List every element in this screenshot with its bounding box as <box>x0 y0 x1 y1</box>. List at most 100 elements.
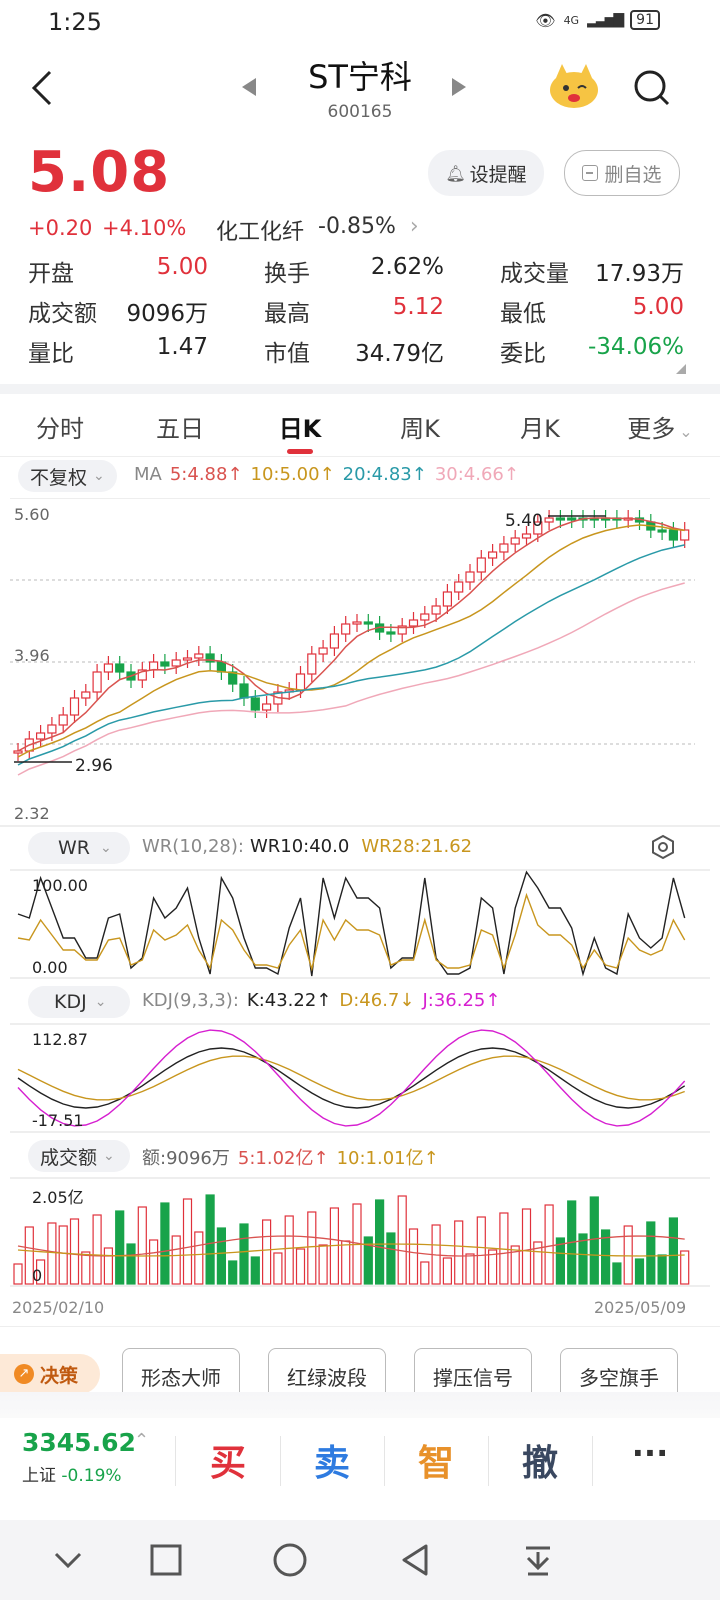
amount-bar <box>295 1248 306 1285</box>
remove-watchlist-button[interactable]: 删自选 <box>564 150 680 196</box>
amount-bar <box>35 1259 46 1285</box>
smart-button[interactable]: 智 <box>417 1443 454 1484</box>
tab-2[interactable]: 日K <box>240 402 360 456</box>
period-tabs: 分时 五日 日K 周K 月K 更多 ⌄ <box>0 402 720 456</box>
back-button[interactable] <box>28 68 58 108</box>
nav-home-button[interactable] <box>270 1540 310 1580</box>
candle-body <box>171 659 181 667</box>
candle-body <box>488 551 498 559</box>
mascot-icon[interactable] <box>548 62 600 110</box>
sell-button[interactable]: 卖 <box>313 1443 350 1484</box>
candle-body <box>465 571 475 583</box>
kdj-selector[interactable]: KDJ ⌄ <box>28 986 130 1018</box>
stat-label: 最低 <box>500 301 546 327</box>
set-alert-button[interactable]: 🔔︎ 设提醒 <box>428 150 544 196</box>
amount-bar <box>544 1204 554 1285</box>
next-stock-button[interactable] <box>450 76 468 102</box>
price-change-pct: +4.10% <box>102 216 187 240</box>
tabs-divider <box>0 456 720 457</box>
candle-body <box>408 619 419 627</box>
candle-body <box>386 631 396 635</box>
hexagon-gear-icon <box>652 834 674 860</box>
candle-body <box>250 697 260 711</box>
ma-value: 5:4.88↑ <box>169 464 243 485</box>
expand-corner-icon[interactable] <box>676 364 686 374</box>
trade-sep-2 <box>280 1436 281 1486</box>
tab-0[interactable]: 分时 <box>0 402 120 456</box>
amount-bar <box>92 1214 102 1285</box>
cancel-order-button[interactable]: 撤 <box>521 1443 558 1484</box>
tab-label: 日K <box>278 415 322 443</box>
wr-selector[interactable]: WR ⌄ <box>28 832 130 864</box>
candle-body <box>567 517 577 521</box>
wr-y-top: 100.00 <box>32 876 88 895</box>
sector-link[interactable]: 化工化纤 -0.85% › <box>216 214 419 246</box>
candle-body <box>431 605 441 615</box>
adjust-selector[interactable]: 不复权 ⌄ <box>18 460 117 492</box>
index-widget[interactable]: 3345.62 ⌃ 上证 -0.19% <box>22 1428 162 1498</box>
ma10-line <box>17 524 685 758</box>
candle-body <box>239 683 249 699</box>
triangle-right-icon <box>452 78 466 96</box>
kdj-selector-label: KDJ <box>54 991 87 1013</box>
decision-icon: ↗ <box>14 1364 34 1384</box>
stat-value: 34.79亿 <box>355 341 444 367</box>
nav-back-button[interactable] <box>396 1540 436 1580</box>
candle-body <box>47 724 57 734</box>
amount-bar <box>634 1258 645 1285</box>
tab-1[interactable]: 五日 <box>120 402 240 456</box>
adjust-label: 不复权 <box>30 466 88 489</box>
nav-menu-button[interactable] <box>518 1540 558 1580</box>
stock-code: 600165 <box>327 102 393 122</box>
stat-item: 成交额 9096万 <box>28 294 208 328</box>
ma-label: MA <box>134 464 162 485</box>
kline-chart[interactable] <box>0 498 720 1320</box>
amount-ma10-line <box>17 1243 685 1257</box>
tab-3[interactable]: 周K <box>360 402 480 456</box>
decision-badge[interactable]: ↗ 决策 <box>0 1354 100 1394</box>
stat-value: 5.12 <box>392 294 444 320</box>
chevron-down-icon: ⌄ <box>103 1148 115 1164</box>
tab-5[interactable]: 更多 ⌄ <box>600 402 720 456</box>
candle-body <box>228 671 238 685</box>
chevron-down-icon: ⌄ <box>679 422 693 441</box>
bell-icon: 🔔︎ <box>445 163 466 183</box>
amount-bar <box>600 1229 611 1285</box>
stat-item: 最低 5.00 <box>500 294 684 328</box>
section-divider <box>0 384 720 394</box>
search-button[interactable] <box>632 68 672 112</box>
stat-item: 换手 2.62% <box>264 254 444 288</box>
candle-body <box>318 647 328 655</box>
trade-sep-1 <box>175 1436 176 1486</box>
amount-value: 额:9096万 <box>142 1148 230 1169</box>
candle-body <box>307 653 317 675</box>
candle-body <box>69 697 80 716</box>
amount-bar <box>262 1219 272 1285</box>
candle-body <box>668 529 679 541</box>
tab-4[interactable]: 月K <box>480 402 600 456</box>
buy-button[interactable]: 买 <box>209 1443 246 1484</box>
stat-label: 委比 <box>500 341 546 367</box>
prev-stock-button[interactable] <box>240 76 258 102</box>
tool-button-label: 形态大师 <box>141 1365 221 1390</box>
amount-y-top: 2.05亿 <box>32 1188 84 1207</box>
nav-down-button[interactable] <box>48 1540 88 1580</box>
amount-bar <box>228 1260 238 1285</box>
wr10-value: WR10:40.0 <box>249 836 350 857</box>
amount-bar <box>375 1199 385 1285</box>
amount-bar <box>612 1262 622 1285</box>
indicator-settings-button[interactable] <box>650 834 676 864</box>
amount-bar <box>408 1228 419 1285</box>
more-button[interactable]: ··· <box>631 1434 669 1472</box>
amount-bar <box>454 1220 464 1285</box>
ma-values: 5:4.88↑ 10:5.00↑ 20:4.83↑ 30:4.66↑ <box>170 464 519 485</box>
stat-label: 量比 <box>28 341 74 367</box>
nav-recents-button[interactable] <box>146 1540 186 1580</box>
amount-selector[interactable]: 成交额 ⌄ <box>28 1140 130 1172</box>
candle-body <box>510 537 520 545</box>
candle-body <box>149 661 159 671</box>
candle-body <box>499 543 509 553</box>
stat-value: 5.00 <box>156 254 208 280</box>
candle-body <box>115 663 125 673</box>
status-icons: 👁 4G ▂▃▅▇ 91 <box>535 10 660 30</box>
